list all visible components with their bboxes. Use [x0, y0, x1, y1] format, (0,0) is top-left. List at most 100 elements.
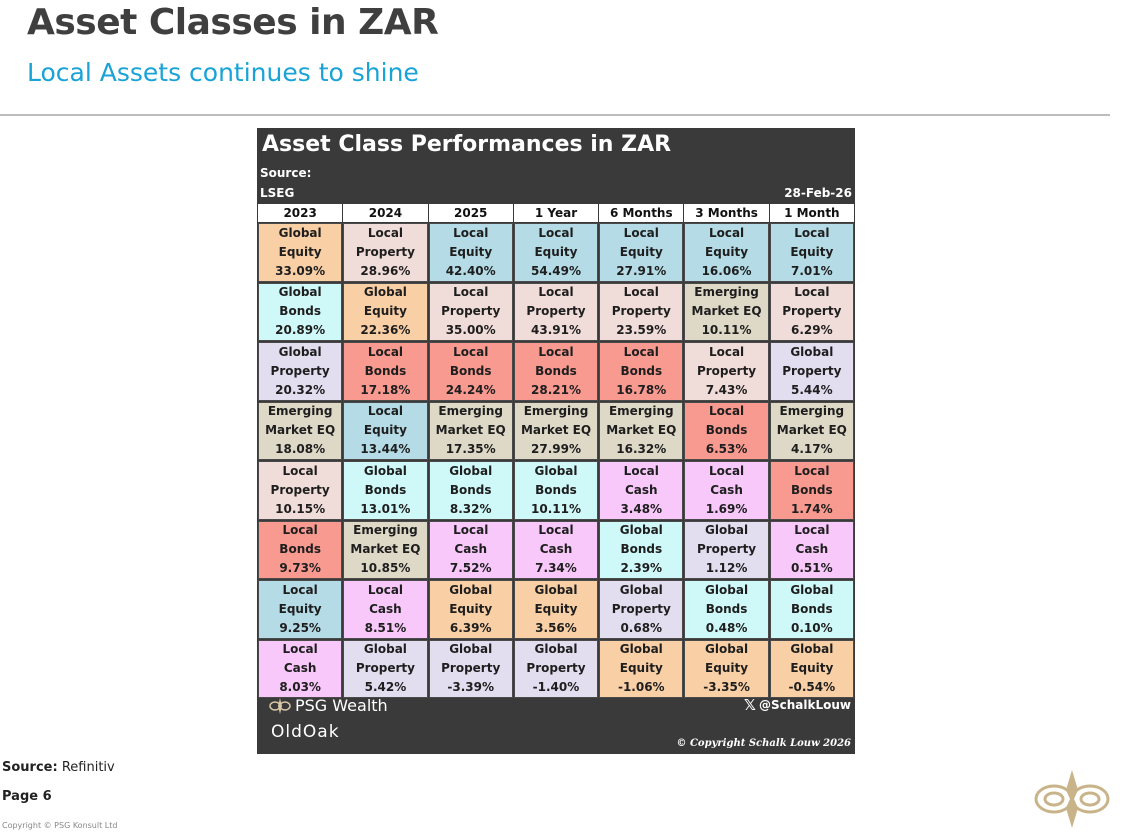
brand-psg-wealth: PSG Wealth [295, 696, 388, 715]
cell-value: 42.40% [445, 263, 496, 278]
cell-value: 0.51% [791, 561, 833, 576]
table-cell: Emerging Market EQ 4.17% [769, 401, 854, 460]
cell-value: 9.73% [279, 561, 321, 576]
cell-label: Global [705, 582, 749, 597]
table-cell: Local Bonds 1.74% [769, 461, 854, 520]
table-cell: Global Property 5.44% [769, 342, 854, 401]
cell-label: Local [282, 523, 318, 538]
cell-label: Global [790, 582, 834, 597]
psg-logo-icon [1034, 770, 1110, 828]
table-cell: Global Bonds 0.48% [684, 580, 769, 639]
cell-label: Global [449, 582, 493, 597]
cell-label: Cash [539, 542, 573, 557]
cell-label: Property [441, 304, 501, 319]
cell-label: Equity [363, 304, 407, 319]
table-cell: Global Property 1.12% [684, 520, 769, 579]
cell-label: Property [696, 363, 757, 378]
cell-label: Local [367, 344, 404, 359]
table-cell: Emerging Market EQ 10.85% [343, 520, 428, 579]
table-cell: Global Equity 3.56% [513, 580, 599, 639]
cell-value: 24.24% [445, 382, 496, 397]
column-header: 2023 [258, 204, 343, 222]
table-cell: Local Bonds 17.18% [343, 342, 428, 401]
table-cell: Global Bonds 13.01% [343, 461, 428, 520]
cell-label: Cash [795, 542, 829, 557]
table-cell: Local Property 43.91% [513, 282, 599, 341]
table-cell: Local Equity 54.49% [513, 223, 599, 282]
cell-value: 16.06% [701, 263, 752, 278]
cell-value: 35.00% [445, 323, 496, 338]
table-cell: Local Bonds 16.78% [599, 342, 684, 401]
table-cell: Global Bonds 0.10% [769, 580, 854, 639]
source-line: Source: Refinitiv [2, 760, 115, 775]
cell-label: Bonds [364, 482, 407, 497]
cell-value: 20.89% [275, 323, 326, 338]
cell-value: 28.96% [360, 263, 411, 278]
cell-label: Local [794, 285, 830, 300]
cell-label: Bonds [449, 363, 492, 378]
cell-label: Local [623, 344, 659, 359]
table-cell: Emerging Market EQ 17.35% [428, 401, 513, 460]
table-cell: Local Property 28.96% [343, 223, 428, 282]
cell-label: Property [355, 244, 415, 259]
cell-label: Market EQ [776, 423, 847, 438]
cell-value: 20.32% [275, 382, 326, 397]
column-header: 2025 [428, 204, 513, 222]
cell-value: 9.25% [279, 620, 321, 635]
cell-label: Market EQ [435, 423, 506, 438]
table-cell: Local Bonds 6.53% [684, 401, 769, 460]
cell-value: 27.99% [531, 442, 581, 457]
cell-value: 3.56% [535, 620, 577, 635]
cell-label: Local [282, 642, 318, 657]
page-number: Page 6 [2, 789, 52, 804]
cell-label: Bonds [791, 482, 833, 497]
cell-label: Global [619, 523, 663, 538]
cell-label: Global [449, 642, 493, 657]
cell-value: -1.40% [532, 680, 580, 695]
cell-value: 18.08% [275, 442, 326, 457]
cell-label: Local [708, 404, 745, 419]
table-cell: Local Equity 27.91% [599, 223, 684, 282]
cell-value: 10.15% [275, 501, 326, 516]
cell-value: 17.35% [445, 442, 496, 457]
panel-footer: PSG Wealth OldOak 𝕏 @SchalkLouw © Copyri… [257, 690, 855, 754]
cell-label: Global [449, 463, 493, 478]
cell-label: Market EQ [520, 423, 592, 438]
cell-label: Equity [534, 244, 578, 259]
cell-label: Market EQ [606, 423, 677, 438]
cell-label: Local [453, 344, 489, 359]
table-cell: Local Equity 42.40% [428, 223, 513, 282]
table-cell: Local Cash 8.51% [343, 580, 428, 639]
cell-label: Global [363, 285, 407, 300]
social-handle[interactable]: 𝕏 @SchalkLouw [744, 696, 851, 714]
cell-value: 10.85% [360, 561, 411, 576]
cell-label: Emerging [608, 404, 674, 419]
table-cell: Global Equity 22.36% [343, 282, 428, 341]
cell-label: Bonds [620, 542, 663, 557]
table-cell: Global Equity 6.39% [428, 580, 513, 639]
cell-value: 7.34% [535, 561, 577, 576]
column-header: 2024 [343, 204, 428, 222]
cell-label: Local [453, 225, 489, 240]
cell-label: Equity [619, 661, 663, 676]
cell-label: Global [790, 344, 834, 359]
psg-brand: PSG Wealth [269, 696, 388, 715]
cell-label: Equity [449, 244, 493, 259]
cell-label: Equity [705, 661, 749, 676]
cell-label: Global [705, 523, 749, 538]
cell-value: 4.17% [791, 442, 833, 457]
cell-value: 13.44% [360, 442, 411, 457]
panel-copyright: © Copyright Schalk Louw 2026 [676, 738, 851, 749]
table-cell: Emerging Market EQ 18.08% [258, 401, 343, 460]
cell-value: 17.18% [360, 382, 411, 397]
cell-label: Local [538, 523, 574, 538]
cell-value: 16.32% [616, 442, 667, 457]
cell-label: Local [794, 523, 830, 538]
cell-label: Property [441, 661, 501, 676]
cell-label: Bonds [364, 363, 407, 378]
cell-value: 22.36% [360, 323, 411, 338]
cell-label: Market EQ [691, 304, 762, 319]
cell-value: 28.21% [531, 382, 581, 397]
cell-label: Equity [278, 601, 322, 616]
copyright: Copyright © PSG Konsult Ltd [2, 821, 118, 830]
